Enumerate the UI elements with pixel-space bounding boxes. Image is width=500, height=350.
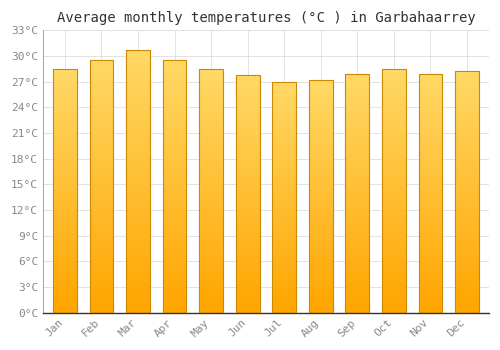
Bar	[162, 60, 186, 313]
Bar	[53, 69, 77, 313]
Title: Average monthly temperatures (°C ) in Garbahaarrey: Average monthly temperatures (°C ) in Ga…	[56, 11, 476, 25]
Bar	[418, 74, 442, 313]
Bar	[455, 71, 479, 313]
Bar	[272, 82, 296, 313]
Bar	[309, 80, 332, 313]
Bar	[199, 69, 223, 313]
Bar	[346, 74, 369, 313]
Bar	[126, 50, 150, 313]
Bar	[236, 75, 260, 313]
Bar	[90, 60, 114, 313]
Bar	[382, 69, 406, 313]
